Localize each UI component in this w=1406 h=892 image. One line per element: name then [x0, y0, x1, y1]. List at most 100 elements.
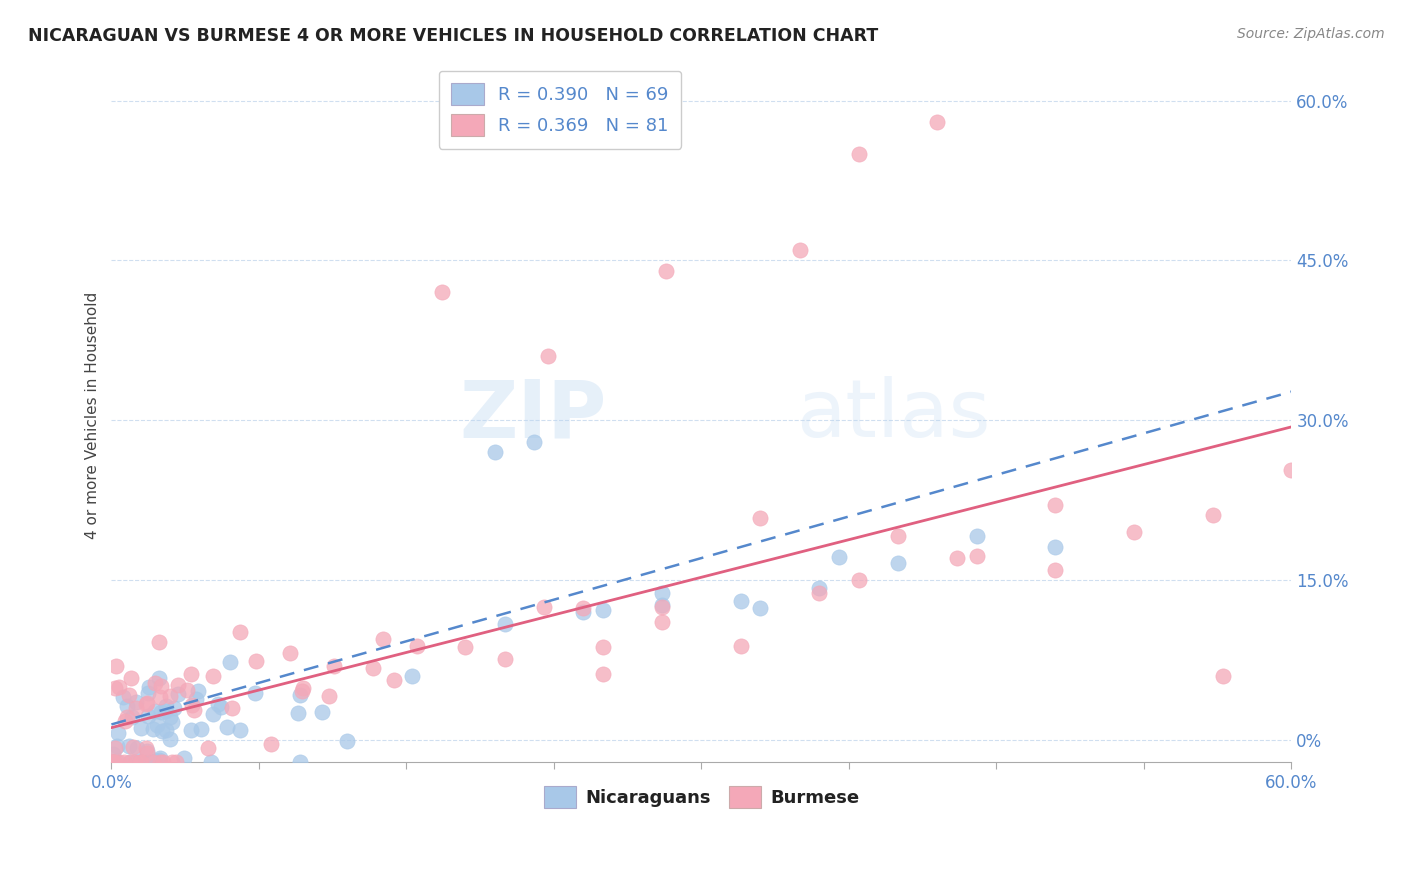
Point: [115, 709, 138, 723]
Point: [278, 646, 301, 660]
Point: [180, 723, 202, 738]
Point: [107, 681, 129, 695]
Point: [572, 606, 595, 620]
Point: [152, 755, 174, 769]
Point: [142, 755, 165, 769]
Point: [118, 688, 141, 702]
Point: [311, 705, 333, 719]
Point: [101, 755, 124, 769]
Text: atlas: atlas: [796, 376, 990, 454]
Point: [318, 690, 340, 704]
Point: [228, 723, 250, 737]
Point: [127, 755, 149, 769]
Point: [494, 617, 516, 632]
Point: [125, 700, 148, 714]
Point: [163, 701, 186, 715]
Point: [136, 709, 159, 723]
Point: [149, 755, 172, 769]
Point: [288, 755, 311, 769]
Point: [150, 705, 173, 719]
Point: [651, 598, 673, 612]
Point: [828, 549, 851, 564]
Point: [135, 740, 157, 755]
Point: [219, 655, 242, 669]
Point: [159, 710, 181, 724]
Point: [107, 726, 129, 740]
Point: [124, 755, 146, 769]
Point: [104, 740, 127, 755]
Point: [651, 600, 673, 615]
Point: [155, 698, 177, 713]
Point: [136, 696, 159, 710]
Point: [260, 737, 283, 751]
Point: [730, 639, 752, 653]
Point: [197, 741, 219, 756]
Point: [149, 690, 172, 704]
Point: [848, 573, 870, 587]
Point: [887, 556, 910, 570]
Point: [125, 740, 148, 755]
Point: [146, 718, 169, 732]
Point: [291, 683, 314, 698]
Point: [183, 703, 205, 717]
Point: [120, 755, 142, 769]
Point: [229, 624, 252, 639]
Point: [125, 695, 148, 709]
Point: [484, 445, 506, 459]
Point: [287, 706, 309, 720]
Point: [121, 710, 143, 724]
Point: [103, 747, 125, 761]
Point: [454, 640, 477, 654]
Point: [290, 689, 312, 703]
Point: [966, 529, 988, 543]
Point: [114, 714, 136, 728]
Point: [245, 654, 267, 668]
Point: [142, 722, 165, 736]
Point: [430, 285, 453, 300]
Point: [187, 684, 209, 698]
Point: [221, 701, 243, 715]
Point: [523, 434, 546, 449]
Text: ZIP: ZIP: [460, 376, 607, 454]
Point: [165, 755, 187, 769]
Point: [887, 529, 910, 543]
Point: [176, 682, 198, 697]
Point: [749, 511, 772, 525]
Point: [152, 724, 174, 739]
Text: Source: ZipAtlas.com: Source: ZipAtlas.com: [1237, 27, 1385, 41]
Point: [323, 658, 346, 673]
Point: [103, 755, 125, 769]
Point: [167, 688, 190, 702]
Point: [120, 755, 142, 769]
Point: [115, 698, 138, 713]
Point: [120, 671, 142, 685]
Point: [104, 681, 127, 695]
Point: [160, 755, 183, 769]
Point: [207, 698, 229, 712]
Point: [105, 739, 128, 753]
Point: [143, 676, 166, 690]
Point: [162, 714, 184, 729]
Point: [592, 640, 614, 655]
Point: [112, 755, 135, 769]
Point: [202, 669, 225, 683]
Point: [138, 680, 160, 694]
Point: [166, 678, 188, 692]
Point: [808, 585, 831, 599]
Point: [572, 600, 595, 615]
Point: [494, 652, 516, 666]
Point: [131, 755, 153, 769]
Point: [118, 739, 141, 753]
Legend: Nicaraguans, Burmese: Nicaraguans, Burmese: [536, 779, 866, 815]
Point: [136, 744, 159, 758]
Point: [1212, 669, 1234, 683]
Point: [1045, 540, 1067, 554]
Point: [1123, 524, 1146, 539]
Point: [201, 706, 224, 721]
Point: [159, 731, 181, 746]
Point: [108, 755, 131, 769]
Point: [173, 751, 195, 765]
Point: [946, 550, 969, 565]
Point: [1202, 508, 1225, 522]
Point: [150, 679, 173, 693]
